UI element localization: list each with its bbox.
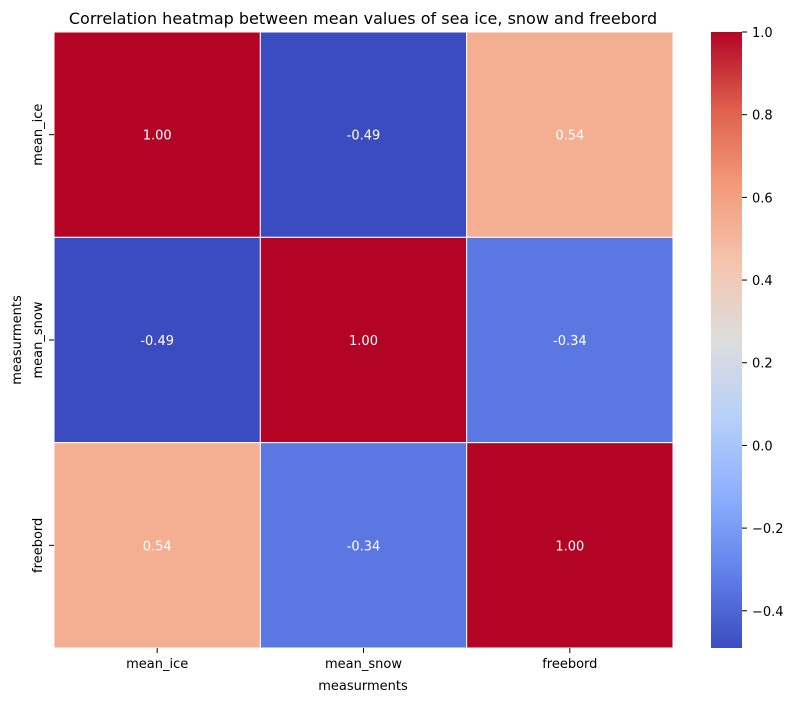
colorbar-gradient: [711, 32, 742, 648]
cell-value-label: -0.49: [347, 129, 381, 144]
cell-value-label: -0.34: [347, 539, 381, 554]
y-tick-label: mean_ice: [31, 104, 46, 166]
colorbar-ticks: −0.4 −0.2 0.0 0.2 0.4 0.6 0.8 1.0: [742, 26, 784, 620]
colorbar-tick-label: −0.4: [752, 605, 784, 620]
colorbar-tick-label: −0.2: [752, 522, 784, 537]
colorbar-tick-label: 0.6: [752, 191, 773, 206]
y-axis-ticks: mean_ice mean_snow freebord: [31, 104, 54, 573]
cell-value-label: 0.54: [143, 539, 172, 554]
y-axis-label: measurments: [10, 295, 25, 385]
colorbar-tick-label: 0.8: [752, 109, 773, 124]
x-tick-label: mean_ice: [126, 657, 188, 672]
heatmap-cell-freebord-mean_ice: [53, 442, 261, 649]
chart-title: Correlation heatmap between mean values …: [69, 9, 657, 28]
cell-value-label: -0.49: [140, 334, 174, 349]
cell-value-label: 1.00: [555, 539, 584, 554]
cell-value-label: -0.34: [553, 334, 587, 349]
heatmap-cell-mean_ice-freebord: [466, 31, 674, 238]
heatmap-cell-mean_snow-freebord: [466, 236, 674, 444]
heatmap-cell-mean_ice-mean_snow: [259, 31, 468, 238]
cell-value-label: 0.54: [555, 129, 584, 144]
x-axis-label: measurments: [318, 679, 408, 694]
colorbar-tick-label: 0.2: [752, 357, 773, 372]
heatmap-cell-mean_ice-mean_ice: [53, 31, 261, 238]
heatmap-cell-mean_snow-mean_snow: [259, 236, 468, 444]
x-axis-ticks: mean_ice mean_snow freebord: [126, 648, 597, 672]
y-tick-label: freebord: [31, 518, 46, 573]
x-tick-label: mean_snow: [325, 657, 402, 672]
x-tick-label: freebord: [542, 657, 597, 672]
cell-value-label: 1.00: [143, 129, 172, 144]
heatmap-cells: 1.00 -0.49 0.54 -0.49 1.00 -0.34 0.54 -0.34 1.00: [53, 31, 674, 649]
colorbar-tick-label: 1.0: [752, 26, 773, 41]
cell-value-label: 1.00: [349, 334, 378, 349]
heatmap-cell-mean_snow-mean_ice: [53, 236, 261, 444]
heatmap-cell-freebord-mean_snow: [259, 442, 468, 649]
colorbar: −0.4 −0.2 0.0 0.2 0.4 0.6 0.8 1.0: [711, 26, 784, 648]
colorbar-tick-label: 0.0: [752, 439, 773, 454]
colorbar-tick-label: 0.4: [752, 274, 773, 289]
y-tick-label: mean_snow: [31, 301, 46, 378]
